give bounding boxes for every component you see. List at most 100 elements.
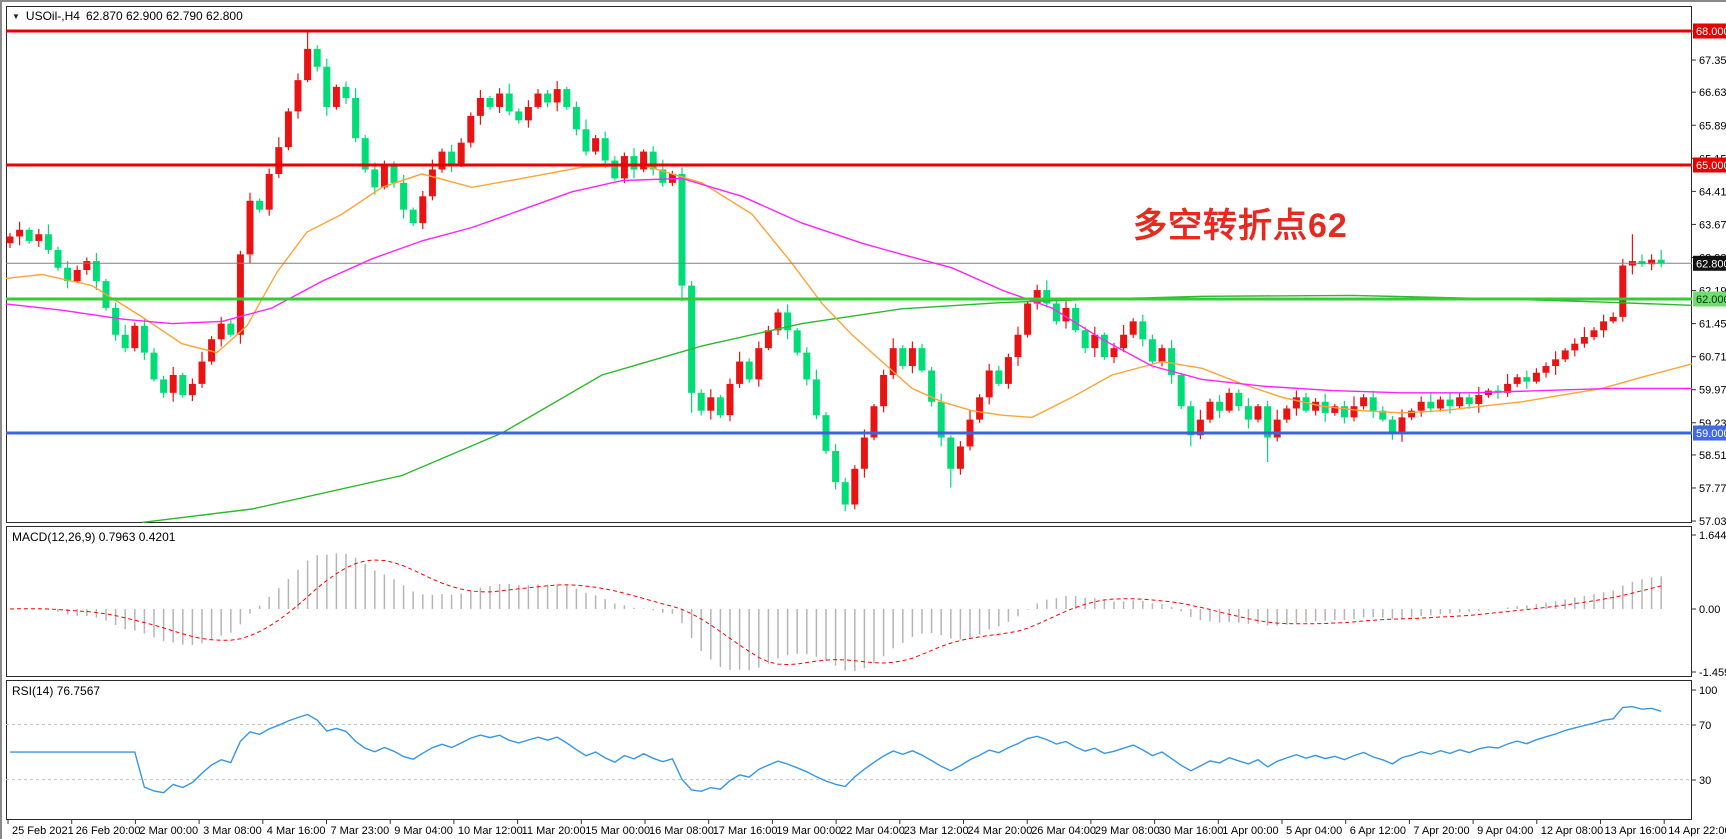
- date-tick-label: 19 Mar 00:00: [776, 825, 841, 837]
- macd-tick-label: 1.6446: [1699, 530, 1726, 542]
- candle: [745, 361, 753, 380]
- candle: [553, 89, 561, 103]
- candle: [150, 352, 158, 380]
- candle: [659, 169, 667, 183]
- candle: [294, 80, 302, 112]
- candle: [1100, 334, 1108, 358]
- candle: [1456, 397, 1464, 407]
- symbol-label: USOil-,H4: [25, 9, 80, 23]
- candle: [6, 236, 14, 244]
- candle: [937, 401, 945, 438]
- candle: [246, 200, 254, 255]
- candle: [1388, 419, 1396, 434]
- candle: [515, 111, 523, 121]
- candle: [217, 323, 225, 340]
- candle: [208, 339, 216, 362]
- candle: [1206, 401, 1214, 420]
- date-tick-label: 13 Apr 16:00: [1605, 825, 1667, 837]
- candle: [1436, 399, 1444, 409]
- candle: [44, 234, 52, 250]
- candle: [83, 261, 91, 270]
- candle: [457, 142, 465, 166]
- date-tick-label: 17 Mar 16:00: [713, 825, 778, 837]
- rsi-panel[interactable]: [6, 680, 1692, 820]
- candle: [1446, 399, 1454, 407]
- candle: [649, 151, 657, 170]
- candle: [1072, 307, 1080, 331]
- candle: [860, 437, 868, 469]
- candle: [563, 89, 571, 107]
- date-tick-label: 30 Mar 16:00: [1159, 825, 1224, 837]
- candle: [1302, 397, 1310, 411]
- candle: [361, 138, 369, 170]
- price-tick-label: 61.450: [1699, 319, 1726, 331]
- date-tick-label: 2 Mar 00:00: [139, 825, 198, 837]
- candle: [313, 48, 321, 67]
- candle: [1177, 374, 1185, 407]
- candle: [1360, 397, 1368, 407]
- date-tick-label: 7 Mar 23:00: [331, 825, 390, 837]
- candle: [784, 312, 792, 331]
- candle: [1139, 321, 1147, 340]
- date-tick-label: 5 Apr 04:00: [1286, 825, 1342, 837]
- candle: [707, 397, 715, 411]
- candle: [1091, 334, 1099, 349]
- candle: [793, 330, 801, 353]
- candle: [1062, 307, 1070, 322]
- date-tick-label: 9 Apr 04:00: [1477, 825, 1533, 837]
- candle: [947, 437, 955, 469]
- candle: [764, 330, 772, 349]
- date-tick-label: 15 Mar 00:00: [585, 825, 650, 837]
- candle: [1331, 406, 1339, 413]
- candle: [188, 383, 196, 396]
- candle: [1590, 330, 1598, 337]
- candle: [976, 397, 984, 420]
- candle: [64, 267, 72, 282]
- date-tick-label: 4 Mar 16:00: [267, 825, 326, 837]
- date-tick-label: 25 Feb 2021: [12, 825, 74, 837]
- candle: [467, 115, 475, 143]
- macd-panel[interactable]: [6, 526, 1692, 677]
- candle: [841, 482, 849, 505]
- candle: [1148, 339, 1156, 362]
- candle: [1216, 401, 1224, 411]
- candle: [995, 370, 1003, 384]
- candle: [140, 325, 148, 353]
- candle: [496, 93, 504, 107]
- main-chart-panel[interactable]: [6, 6, 1692, 523]
- candle: [755, 348, 763, 380]
- candle: [899, 348, 907, 367]
- date-tick-label: 3 Mar 08:00: [203, 825, 262, 837]
- candle: [236, 254, 244, 335]
- candle: [1081, 330, 1089, 349]
- date-tick-label: 22 Mar 04:00: [840, 825, 905, 837]
- candle: [851, 468, 859, 505]
- date-tick-label: 16 Mar 08:00: [649, 825, 714, 837]
- candle: [1004, 357, 1012, 384]
- candle: [227, 323, 235, 335]
- rsi-line: [10, 705, 1662, 794]
- candle: [572, 106, 580, 130]
- symbol-row: ▼ USOil-,H4 62.870 62.900 62.790 62.800: [12, 9, 243, 23]
- date-tick-label: 11 Mar 20:00: [522, 825, 586, 837]
- date-tick-label: 6 Apr 12:00: [1350, 825, 1406, 837]
- price-badge-59.000: [1693, 425, 1726, 441]
- symbol-dropdown-icon[interactable]: ▼: [12, 11, 20, 21]
- candle: [1648, 259, 1656, 265]
- price-tick-label: 65.890: [1699, 120, 1726, 132]
- candle: [169, 374, 177, 393]
- candle: [592, 138, 600, 152]
- candle: [198, 361, 206, 384]
- candle: [1523, 377, 1531, 382]
- candle: [1225, 392, 1233, 411]
- candle: [812, 379, 820, 416]
- quote-ohlc-label: 62.870 62.900 62.790 62.800: [85, 9, 243, 23]
- candle: [688, 285, 696, 393]
- candle: [908, 348, 916, 367]
- candle: [880, 374, 888, 407]
- candle: [1321, 401, 1329, 413]
- date-tick-label: 26 Feb 20:00: [76, 825, 141, 837]
- candle: [1350, 406, 1358, 418]
